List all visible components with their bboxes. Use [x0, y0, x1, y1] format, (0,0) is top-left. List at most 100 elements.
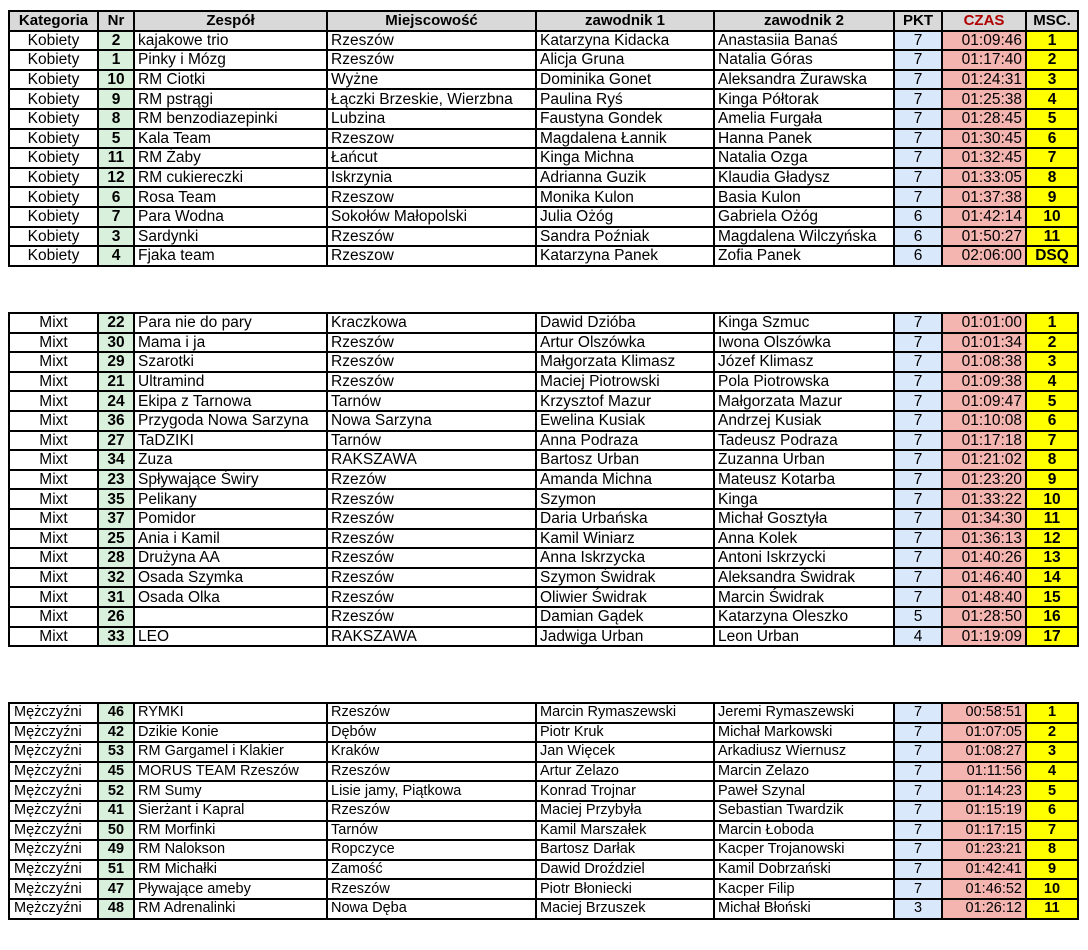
- cell-pkt: 7: [893, 799, 943, 822]
- cell-zawodnik1: Maciej Brzuszek: [535, 897, 715, 920]
- cell-pkt: 7: [893, 429, 943, 452]
- cell-zawodnik1: Małgorzata Klimasz: [535, 351, 715, 373]
- cell-msc: 9: [1025, 858, 1079, 881]
- cell-msc: 2: [1025, 49, 1079, 71]
- cell-pkt: 7: [893, 878, 943, 900]
- table-row: Mixt 27 TaDZIKI Tarnów Anna Podraza Tadeusz P…: [8, 429, 1079, 452]
- cell-czas: 01:01:34: [941, 331, 1027, 354]
- cell-zespol: Pływające ameby: [133, 878, 328, 900]
- cell-czas: 01:23:20: [941, 468, 1027, 491]
- cell-zespol: [133, 605, 328, 628]
- cell-miejscowosc: Rzeszow: [326, 245, 537, 267]
- cell-pkt: 7: [893, 702, 943, 724]
- table-row: Kobiety 12 RM cukiereczki Iskrzynia Adrianna…: [8, 166, 1079, 189]
- cell-msc: 9: [1025, 468, 1079, 491]
- cell-msc: 3: [1025, 68, 1079, 91]
- results-table-kobiety: Kategoria Nr Zespół Miejscowość zawodnik…: [8, 10, 1079, 267]
- cell-zespol: RM Ciotki: [133, 68, 328, 91]
- cell-zawodnik2: Sebastian Twardzik: [713, 799, 895, 822]
- cell-zespol: Para nie do pary: [133, 312, 328, 334]
- cell-miejscowosc: Nowa Dęba: [326, 897, 537, 920]
- cell-zawodnik2: Tadeusz Podraza: [713, 429, 895, 452]
- cell-pkt: 7: [893, 488, 943, 510]
- cell-zespol: kajakowe trio: [133, 29, 328, 52]
- cell-pkt: 7: [893, 780, 943, 802]
- cell-kategoria: Kobiety: [8, 88, 99, 110]
- cell-zawodnik1: Marcin Rymaszewski: [535, 702, 715, 724]
- cell-msc: 1: [1025, 702, 1079, 724]
- header-pkt: PKT: [893, 10, 943, 32]
- cell-pkt: 7: [893, 331, 943, 354]
- cell-zawodnik2: Zofia Panek: [713, 245, 895, 267]
- cell-zawodnik2: Basia Kulon: [713, 186, 895, 208]
- cell-msc: 17: [1025, 625, 1079, 648]
- cell-czas: 01:28:45: [941, 107, 1027, 130]
- cell-miejscowosc: Łańcut: [326, 147, 537, 169]
- cell-msc: 14: [1025, 566, 1079, 589]
- table-row: Mixt 21 Ultramind Rzeszów Maciej Piotrowski P…: [8, 370, 1079, 393]
- cell-nr: 23: [97, 468, 135, 491]
- cell-pkt: 7: [893, 127, 943, 150]
- table-row: Kobiety 9 RM pstrągi Łączki Brzeskie, Wierz…: [8, 88, 1079, 110]
- table-row: Mężczyźni 42 Dzikie Konie Dębów Piotr Kruk Mi…: [8, 721, 1079, 744]
- table-row: Mixt 35 Pelikany Rzeszów Szymon Kinga 7 01:33:2…: [8, 488, 1079, 510]
- cell-zawodnik2: Zuzanna Urban: [713, 449, 895, 471]
- cell-kategoria: Mixt: [8, 409, 99, 432]
- cell-miejscowosc: Kraków: [326, 741, 537, 763]
- cell-nr: 53: [97, 741, 135, 763]
- cell-czas: 01:48:40: [941, 586, 1027, 608]
- cell-zawodnik1: Adrianna Guzik: [535, 166, 715, 189]
- cell-kategoria: Mixt: [8, 547, 99, 569]
- cell-msc: 1: [1025, 312, 1079, 334]
- header-nr: Nr: [97, 10, 135, 32]
- cell-zawodnik2: Kamil Dobrzański: [713, 858, 895, 881]
- cell-msc: 3: [1025, 741, 1079, 763]
- cell-miejscowosc: Wyżne: [326, 68, 537, 91]
- cell-nr: 7: [97, 205, 135, 228]
- cell-miejscowosc: Kraczkowa: [326, 312, 537, 334]
- cell-kategoria: Mężczyźni: [8, 721, 99, 744]
- cell-czas: 01:42:41: [941, 858, 1027, 881]
- header-czas: CZAS: [941, 10, 1027, 32]
- cell-zespol: Szarotki: [133, 351, 328, 373]
- cell-nr: 36: [97, 409, 135, 432]
- cell-zespol: RM Adrenalinki: [133, 897, 328, 920]
- table-row: Mixt 23 Spływające Świry Rzezów Amanda Michn…: [8, 468, 1079, 491]
- cell-zawodnik2: Kacper Filip: [713, 878, 895, 900]
- cell-nr: 34: [97, 449, 135, 471]
- cell-zawodnik2: Hanna Panek: [713, 127, 895, 150]
- cell-msc: 5: [1025, 107, 1079, 130]
- cell-zawodnik1: Ewelina Kusiak: [535, 409, 715, 432]
- cell-zawodnik1: Maciej Piotrowski: [535, 370, 715, 393]
- cell-msc: 4: [1025, 760, 1079, 783]
- cell-zawodnik2: Gabriela Ożóg: [713, 205, 895, 228]
- cell-miejscowosc: Rzeszów: [326, 370, 537, 393]
- cell-kategoria: Kobiety: [8, 68, 99, 91]
- cell-zawodnik1: Katarzyna Panek: [535, 245, 715, 267]
- cell-zawodnik2: Natalia Góras: [713, 49, 895, 71]
- cell-czas: 01:09:47: [941, 390, 1027, 412]
- cell-miejscowosc: Rzeszów: [326, 702, 537, 724]
- cell-zawodnik2: Kinga Szmuc: [713, 312, 895, 334]
- cell-miejscowosc: Lisie jamy, Piątkowa: [326, 780, 537, 802]
- cell-msc: 11: [1025, 897, 1079, 920]
- cell-miejscowosc: Lubzina: [326, 107, 537, 130]
- cell-zawodnik1: Maciej Przybyła: [535, 799, 715, 822]
- cell-kategoria: Mężczyźni: [8, 878, 99, 900]
- cell-zawodnik1: Alicja Gruna: [535, 49, 715, 71]
- cell-pkt: 6: [893, 205, 943, 228]
- cell-pkt: 7: [893, 29, 943, 52]
- cell-zawodnik1: Paulina Ryś: [535, 88, 715, 110]
- cell-kategoria: Mężczyźni: [8, 741, 99, 763]
- cell-nr: 42: [97, 721, 135, 744]
- cell-zespol: Ekipa z Tarnowa: [133, 390, 328, 412]
- cell-zawodnik1: Piotr Błoniecki: [535, 878, 715, 900]
- cell-czas: 01:32:45: [941, 147, 1027, 169]
- cell-zawodnik1: Dawid Dzióba: [535, 312, 715, 334]
- cell-nr: 29: [97, 351, 135, 373]
- cell-msc: 8: [1025, 166, 1079, 189]
- cell-msc: 11: [1025, 225, 1079, 248]
- cell-czas: 01:19:09: [941, 625, 1027, 648]
- cell-czas: 01:01:00: [941, 312, 1027, 334]
- cell-kategoria: Mężczyźni: [8, 780, 99, 802]
